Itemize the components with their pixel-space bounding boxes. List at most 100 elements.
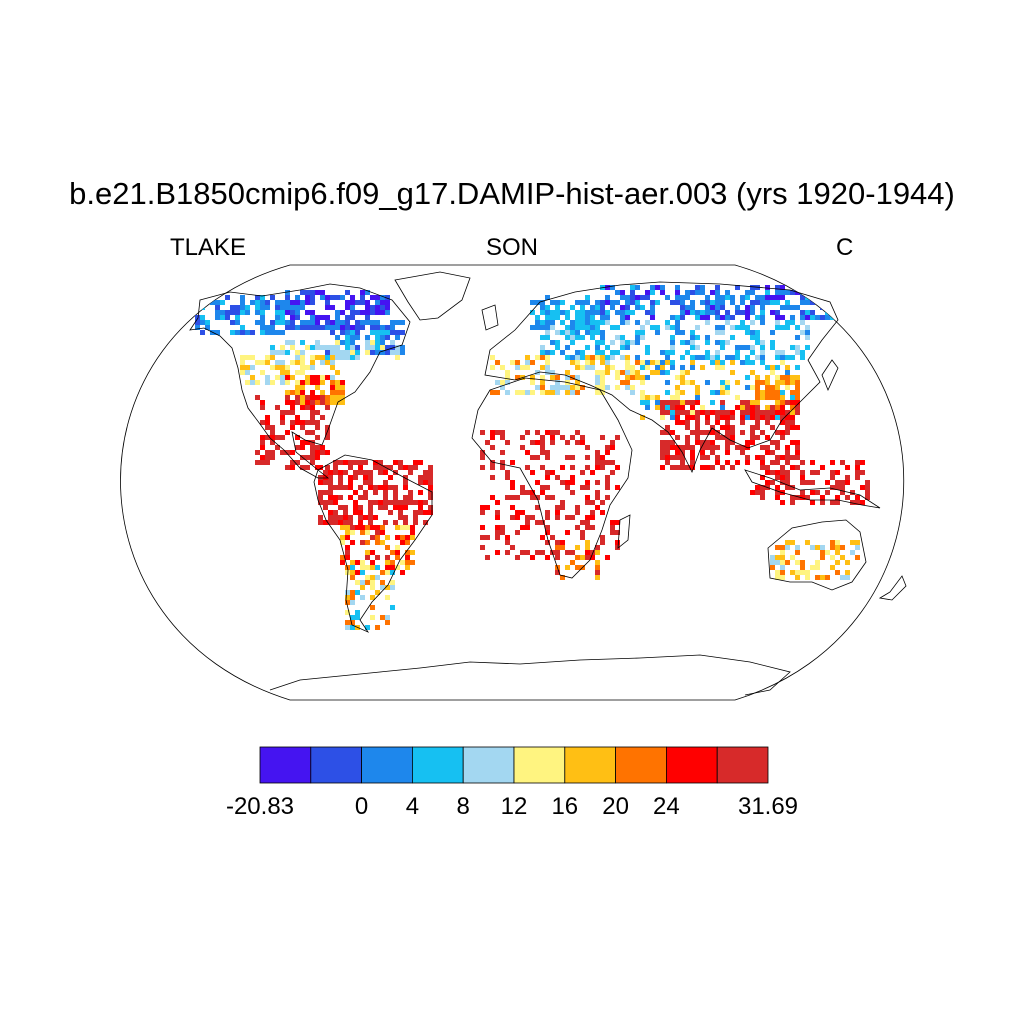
data-cell [765,390,770,395]
data-cell [290,460,295,465]
data-cell [720,380,725,385]
data-cell [290,305,295,310]
data-cell [345,305,350,310]
data-cell [730,360,735,365]
data-cell [250,355,255,360]
data-cell [520,550,525,555]
data-cell [595,495,600,500]
data-cell [680,405,685,410]
data-cell [540,390,545,395]
data-cell [700,430,705,435]
data-cell [570,375,575,380]
data-cell [505,370,510,375]
data-cell [383,520,388,525]
data-cell [333,510,338,515]
data-cell [595,310,600,315]
data-cell [385,335,390,340]
data-cell [800,495,805,500]
data-cell [358,520,363,525]
data-cell [205,320,210,325]
data-cell [815,490,820,495]
data-cell [765,385,770,390]
data-cell [290,375,295,380]
data-cell [480,545,485,550]
data-cell [565,310,570,315]
data-cell [380,295,385,300]
data-cell [403,465,408,470]
data-cell [398,505,403,510]
data-cell [315,290,320,295]
data-cell [410,525,415,530]
data-cell [340,340,345,345]
data-cell [575,320,580,325]
data-cell [575,565,580,570]
data-cell [705,320,710,325]
data-cell [500,380,505,385]
data-cell [710,360,715,365]
data-cell [290,405,295,410]
data-cell [685,440,690,445]
data-cell [775,310,780,315]
data-cell [750,425,755,430]
data-cell [490,355,495,360]
data-cell [750,345,755,350]
data-cell [765,380,770,385]
data-cell [300,305,305,310]
data-cell [705,300,710,305]
data-cell [720,465,725,470]
data-cell [265,455,270,460]
data-cell [610,530,615,535]
data-cell [343,520,348,525]
data-cell [400,560,405,565]
data-cell [318,475,323,480]
data-cell [260,295,265,300]
data-cell [565,440,570,445]
data-cell [575,390,580,395]
data-cell [790,345,795,350]
data-cell [340,560,345,565]
data-cell [665,460,670,465]
data-cell [353,505,358,510]
data-cell [720,435,725,440]
data-cell [290,325,295,330]
data-cell [330,360,335,365]
data-cell [570,325,575,330]
data-cell [705,445,710,450]
data-cell [365,540,370,545]
data-cell [550,535,555,540]
data-cell [640,400,645,405]
data-cell [830,555,835,560]
data-cell [815,545,820,550]
data-cell [790,400,795,405]
data-cell [715,390,720,395]
data-cell [345,595,350,600]
data-cell [355,570,360,575]
data-cell [350,525,355,530]
data-cell [595,325,600,330]
data-cell [660,440,665,445]
data-cell [310,415,315,420]
data-cell [750,440,755,445]
data-cell [315,465,320,470]
data-cell [330,355,335,360]
data-cell [655,400,660,405]
data-cell [285,400,290,405]
data-cell [345,535,350,540]
data-cell [245,310,250,315]
data-cell [780,305,785,310]
data-cell [550,320,555,325]
data-cell [525,355,530,360]
data-cell [348,520,353,525]
data-cell [413,515,418,520]
data-cell [485,555,490,560]
data-cell [200,315,205,320]
data-cell [835,570,840,575]
data-cell [595,305,600,310]
data-cell [590,320,595,325]
data-cell [355,580,360,585]
data-cell [355,330,360,335]
data-cell [585,315,590,320]
data-cell [285,295,290,300]
data-cell [595,340,600,345]
data-cell [640,395,645,400]
